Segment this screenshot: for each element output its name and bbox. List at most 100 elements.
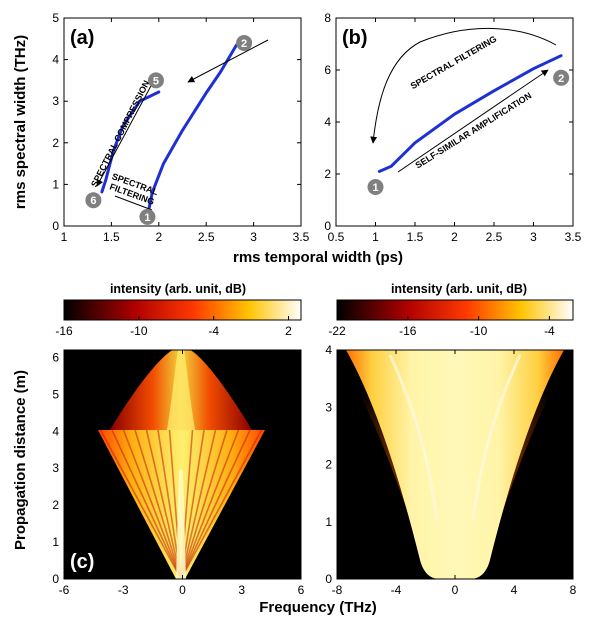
panel-c-ytick-label: 2: [52, 498, 59, 512]
panel-c-xtick-label: 6: [298, 583, 305, 597]
panel-a-ytick-label: 0: [52, 219, 59, 233]
panel-b-lines: [377, 54, 563, 173]
panel-a-marker-label: 5: [153, 75, 159, 87]
panel-c-label: (c): [70, 551, 94, 573]
panel-b-xtick-label: 1.5: [407, 230, 424, 244]
panel-a-ytick-label: 5: [52, 11, 59, 25]
panel-d-xtick-label: 0: [452, 583, 459, 597]
panel-c-ytick-label: 0: [52, 572, 59, 586]
panel-c-fringe: [180, 429, 217, 579]
panel-a-markers: 1 2 5 6: [85, 34, 253, 225]
panel-c-fringe: [180, 429, 263, 579]
colorbar-d-tick-label: -10: [470, 324, 488, 338]
panel-a-filtering-line: [114, 195, 153, 211]
panel-c-ytick-label: 3: [52, 461, 59, 475]
panel-d-ytick-label: 0: [325, 572, 332, 586]
panel-c-ticks: -6 -3 0 3 6 0 1 2 3 4 5 6: [52, 350, 305, 597]
panel-b-ytick-label: 2: [324, 167, 331, 181]
panel-d-label: (d): [345, 551, 371, 573]
panel-b-arrow-amplification: [397, 69, 549, 173]
panel-b-ytick-label: 4: [324, 115, 331, 129]
panel-a-xtick-label: 1.5: [103, 230, 120, 244]
panel-d-left-fringe: [388, 354, 439, 521]
top-ylabel: rms spectral width (THz): [12, 35, 29, 209]
panel-d-xtick-label: -8: [332, 583, 343, 597]
panel-c-fringe: [122, 429, 182, 579]
top-xlabel: rms temporal width (ps): [233, 249, 403, 266]
panel-a-lines: [100, 43, 238, 219]
panel-c-xtick-label: -6: [59, 583, 70, 597]
panel-c-ytick-label: 5: [52, 387, 59, 401]
colorbar-c-tick-label: -10: [130, 324, 148, 338]
panel-a-ytick-label: 1: [52, 177, 59, 191]
panel-a-marker-1: [139, 208, 156, 225]
panel-b-xtick-label: 0.5: [328, 230, 345, 244]
panel-c-fringe: [180, 429, 240, 579]
panel-c-ytick-label: 1: [52, 535, 59, 549]
panel-b-ytick-label: 0: [324, 219, 331, 233]
panel-c-fringe: [180, 429, 228, 579]
panel-a-arrow-compression: [96, 83, 153, 187]
panel-c-fringe: [99, 429, 182, 579]
panel-d-xtick-label: 8: [570, 583, 577, 597]
panel-c-fringe: [111, 429, 182, 579]
panel-b-marker-2: [553, 69, 570, 86]
panel-a-marker-label: 2: [241, 38, 247, 50]
panel-b-marker-1: [367, 179, 384, 195]
colorbar-d-tick-label: -4: [544, 324, 555, 338]
panel-d-ytick-label: 3: [325, 400, 332, 414]
panel-a-marker-label: 6: [90, 195, 96, 207]
panel-c-fringe: [134, 429, 182, 579]
panel-b-xtick-label: 2.5: [486, 230, 503, 244]
panel-d-ytick-label: 4: [325, 343, 332, 357]
panel-d: -8 -4 0 4 8 0 1 2 3 4 (d): [325, 343, 576, 597]
panel-c-ytick-label: 6: [52, 350, 59, 364]
panel-a-xtick-label: 1: [61, 230, 68, 244]
panel-b-xtick-label: 2: [451, 230, 458, 244]
panel-c-fringe: [145, 429, 182, 579]
panel-a-frame: [63, 17, 302, 227]
panel-a-label: (a): [70, 27, 94, 49]
panel-a-ytick-label: 2: [52, 136, 59, 150]
panel-d-xtick-label: -4: [391, 583, 402, 597]
colorbar-c-tick-label: -4: [208, 324, 219, 338]
panel-b-markers: 12: [367, 69, 570, 195]
panel-a-xtick-label: 2.5: [198, 230, 215, 244]
panel-b-xtick-label: 3: [530, 230, 537, 244]
panel-c: -6 -3 0 3 6 0 1 2 3 4 5 6 (c): [52, 349, 305, 597]
panel-d-ticks: -8 -4 0 4 8 0 1 2 3 4: [325, 343, 576, 597]
colorbar-c-tick-label: -16: [55, 324, 73, 338]
colorbar-d-tick-label: -22: [328, 324, 346, 338]
panel-d-ytick-label: 2: [325, 458, 332, 472]
panel-a-xtick-label: 3.5: [293, 230, 310, 244]
panel-a-arrow-2-to-5: [187, 39, 269, 83]
panel-a-xtick-label: 3: [250, 230, 257, 244]
bottom-xlabel: Frequency (THz): [259, 599, 377, 616]
bottom-ylabel: Propagation distance (m): [12, 370, 29, 550]
panel-b-arrow-filtering: [370, 27, 557, 144]
panel-c-bottom-core: [176, 470, 186, 579]
colorbar-c-tick-label: 2: [285, 324, 292, 338]
panel-b-frame: [335, 17, 574, 227]
panel-b-label: (b): [342, 27, 368, 49]
colorbar-c-title: intensity (arb. unit, dB): [110, 282, 246, 296]
panel-a-marker-5: [147, 72, 164, 89]
colorbar-c: [63, 299, 302, 321]
panel-d-xtick-label: 4: [511, 583, 518, 597]
panel-d-ytick-label: 1: [325, 515, 332, 529]
panel-c-fringe: [180, 429, 251, 579]
panel-b-series-1: [377, 54, 563, 173]
colorbar-c-ticks: -16 -10 -4 2: [55, 316, 292, 338]
panel-a-marker-2: [236, 34, 253, 51]
panel-a-ytick-label: 4: [52, 53, 59, 67]
panel-c-ytick-label: 4: [52, 424, 59, 438]
colorbar-d: [336, 299, 574, 321]
panel-d-v-shape: [346, 350, 564, 579]
colorbar-d-title: intensity (arb. unit, dB): [391, 282, 527, 296]
panel-c-xtick-label: 0: [179, 583, 186, 597]
panel-a-ytick-label: 3: [52, 94, 59, 108]
